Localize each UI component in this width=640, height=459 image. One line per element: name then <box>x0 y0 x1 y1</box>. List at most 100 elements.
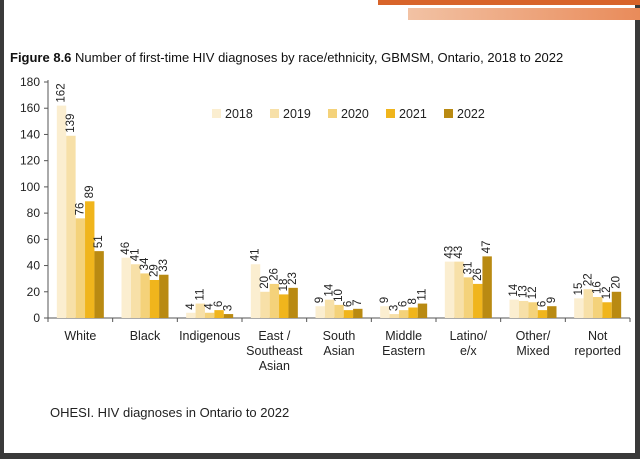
category-label: Mixed <box>516 344 549 358</box>
bar-2020 <box>140 273 150 318</box>
bar-2019 <box>324 299 335 318</box>
bar-2019 <box>583 289 593 318</box>
bar-2021 <box>408 307 418 318</box>
data-label: 6 <box>398 301 410 307</box>
bar-2021 <box>343 310 354 318</box>
category-label: Not <box>588 329 608 343</box>
bar-2019 <box>454 261 464 318</box>
y-tick-label: 120 <box>20 154 40 168</box>
category-label: Eastern <box>382 344 425 358</box>
bar-2020 <box>528 302 538 318</box>
bar-2018 <box>250 264 261 318</box>
bar-2022 <box>223 314 234 318</box>
bar-2019 <box>518 300 529 318</box>
legend-swatch-2018 <box>212 109 221 118</box>
window-frame-right <box>635 0 640 459</box>
data-label: 22 <box>582 273 594 286</box>
category-label: South <box>323 329 356 343</box>
data-label: 20 <box>610 276 622 289</box>
data-label: 14 <box>508 283 520 296</box>
data-label: 41 <box>250 248 262 261</box>
bar-2018 <box>186 312 196 318</box>
bar-2019 <box>260 291 270 318</box>
data-label: 9 <box>379 297 391 303</box>
data-label: 4 <box>185 303 197 310</box>
window-frame-left <box>0 0 4 459</box>
y-tick-label: 100 <box>20 180 40 194</box>
y-tick-label: 180 <box>20 75 40 89</box>
y-tick-label: 20 <box>27 285 41 299</box>
bar-2018 <box>56 105 67 318</box>
figure-title: Figure 8.6 Number of first-time HIV diag… <box>10 50 630 65</box>
bar-2020 <box>592 297 603 318</box>
bar-2019 <box>389 314 399 318</box>
data-label: 3 <box>222 305 234 311</box>
bar-2021 <box>473 283 483 318</box>
category-label: Other/ <box>516 329 551 343</box>
bar-2022 <box>94 251 104 318</box>
data-label: 8 <box>407 298 419 304</box>
y-tick-label: 0 <box>33 311 40 325</box>
legend-label-2020: 2020 <box>341 107 369 121</box>
slide-header-decoration <box>378 0 640 22</box>
legend-label-2021: 2021 <box>399 107 427 121</box>
window-frame-bottom <box>0 453 640 459</box>
category-label: Middle <box>385 329 422 343</box>
y-tick-label: 60 <box>27 232 41 246</box>
bar-2020 <box>204 312 215 318</box>
source-note: OHESI. HIV diagnoses in Ontario to 2022 <box>50 405 290 420</box>
y-tick-label: 140 <box>20 127 40 141</box>
bar-2022 <box>482 256 492 318</box>
bar-2020 <box>334 304 344 318</box>
figure-title-text: Number of first-time HIV diagnoses by ra… <box>75 50 564 65</box>
data-label: 11 <box>416 289 428 301</box>
data-label: 89 <box>84 186 96 199</box>
bar-2022 <box>611 291 622 318</box>
data-label: 3 <box>388 305 400 311</box>
data-label: 47 <box>481 241 493 254</box>
legend-label-2019: 2019 <box>283 107 311 121</box>
category-label: East / <box>258 329 290 343</box>
bar-2019 <box>130 264 141 318</box>
data-label: 13 <box>518 285 530 298</box>
data-label: 31 <box>462 262 474 275</box>
data-label: 23 <box>287 272 299 285</box>
category-label: Asian <box>323 344 354 358</box>
data-label: 26 <box>472 268 484 281</box>
data-label: 43 <box>453 246 465 259</box>
bar-2019 <box>195 303 205 318</box>
data-label: 33 <box>158 259 170 272</box>
bar-2018 <box>444 261 455 318</box>
data-label: 6 <box>536 301 548 307</box>
data-label: 6 <box>213 301 225 307</box>
bar-2018 <box>574 298 584 318</box>
data-label: 18 <box>278 279 290 292</box>
data-label: 9 <box>546 297 558 303</box>
bar-2019 <box>66 135 76 318</box>
bar-2022 <box>159 274 169 318</box>
data-label: 12 <box>527 286 539 299</box>
data-label: 46 <box>120 242 132 255</box>
decoration-bar-gradient <box>408 8 640 20</box>
y-tick-label: 160 <box>20 101 40 115</box>
data-label: 139 <box>65 114 77 133</box>
bar-2021 <box>149 279 160 318</box>
bar-2020 <box>269 283 280 318</box>
data-label: 7 <box>352 299 364 305</box>
legend-swatch-2022 <box>444 109 453 118</box>
data-label: 6 <box>342 301 354 307</box>
category-label: reported <box>574 344 621 358</box>
legend-swatch-2020 <box>328 109 337 118</box>
bar-2021 <box>602 302 612 318</box>
bar-2020 <box>463 277 474 318</box>
bar-2022 <box>353 308 363 318</box>
y-tick-label: 80 <box>27 206 41 220</box>
data-label: 12 <box>601 286 613 299</box>
data-label: 76 <box>74 203 86 216</box>
bar-2022 <box>288 287 298 318</box>
bar-2021 <box>537 310 548 318</box>
bar-2018 <box>509 299 519 318</box>
data-label: 11 <box>194 289 206 301</box>
category-label: Latino/ <box>450 329 488 343</box>
data-label: 14 <box>324 283 336 296</box>
